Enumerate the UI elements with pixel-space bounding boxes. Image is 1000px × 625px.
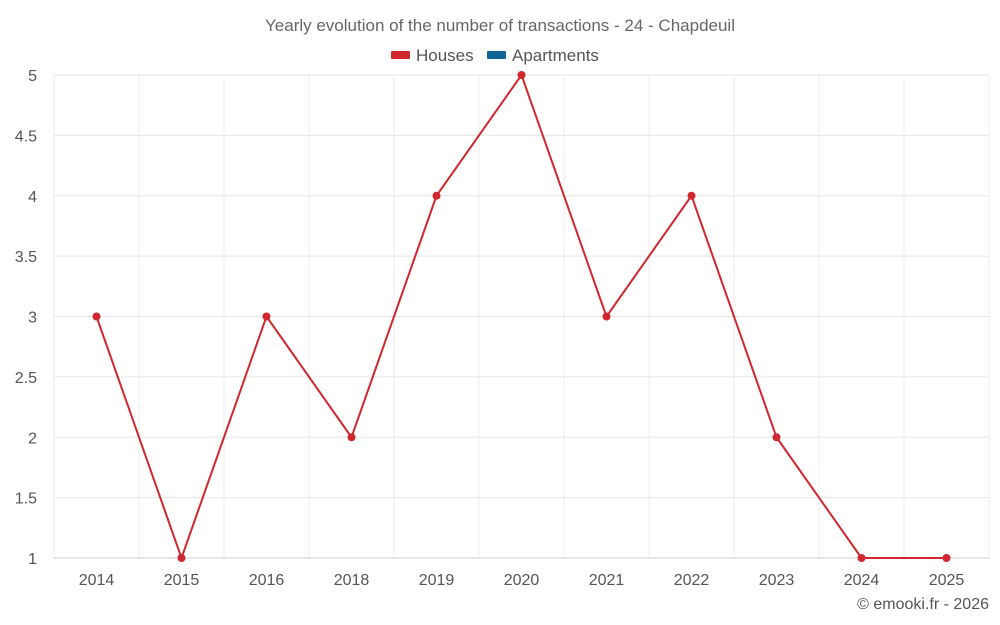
- data-point-houses-2014[interactable]: [92, 312, 101, 321]
- chart-title: Yearly evolution of the number of transa…: [265, 16, 735, 35]
- x-tick-label: 2019: [419, 572, 455, 589]
- x-tick-label: 2023: [759, 572, 795, 589]
- data-point-houses-2020[interactable]: [517, 71, 526, 79]
- data-point-houses-2018[interactable]: [347, 433, 356, 442]
- y-tick-label: 3: [28, 310, 37, 327]
- y-tick-label: 1.5: [15, 491, 37, 508]
- x-tick-label: 2024: [844, 572, 880, 589]
- x-tick-label: 2016: [249, 572, 285, 589]
- y-axis: 1 1.5 2 2.5 3 3.5 4 4.5 5: [15, 68, 37, 568]
- data-point-houses-2022[interactable]: [687, 191, 696, 200]
- x-tick-label: 2015: [164, 572, 200, 589]
- data-point-houses-2025[interactable]: [942, 554, 951, 562]
- legend: Houses Apartments: [391, 46, 599, 65]
- credit-text: © emooki.fr - 2026: [857, 596, 989, 613]
- y-tick-label: 1: [28, 551, 37, 568]
- data-point-houses-2024[interactable]: [857, 554, 866, 562]
- x-tick-label: 2022: [674, 572, 710, 589]
- x-tick-label: 2020: [504, 572, 540, 589]
- series-layer: [92, 71, 951, 562]
- data-point-houses-2016[interactable]: [262, 312, 271, 321]
- y-tick-label: 2.5: [15, 370, 37, 387]
- data-point-houses-2021[interactable]: [602, 312, 611, 321]
- y-tick-label: 5: [28, 68, 37, 85]
- x-tick-label: 2014: [79, 572, 115, 589]
- x-axis: 2014 2015 2016 2018 2019 2020 2021 2022 2023 2024…: [54, 557, 989, 589]
- data-point-houses-2015[interactable]: [177, 554, 186, 562]
- legend-swatch-houses: [391, 51, 410, 59]
- y-tick-label: 4: [28, 189, 37, 206]
- y-tick-label: 2: [28, 430, 37, 447]
- y-tick-label: 4.5: [15, 128, 37, 145]
- legend-label-houses: Houses: [416, 46, 474, 65]
- legend-item-houses[interactable]: Houses: [391, 46, 474, 65]
- legend-swatch-apartments: [487, 51, 506, 59]
- legend-item-apartments[interactable]: Apartments: [487, 46, 599, 65]
- data-point-houses-2023[interactable]: [772, 433, 781, 442]
- legend-label-apartments: Apartments: [512, 46, 599, 65]
- x-tick-label: 2021: [589, 572, 625, 589]
- x-tick-label: 2025: [929, 572, 965, 589]
- data-point-houses-2019[interactable]: [432, 191, 441, 200]
- x-tick-label: 2018: [334, 572, 370, 589]
- y-tick-label: 3.5: [15, 249, 37, 266]
- grid: [53, 74, 990, 559]
